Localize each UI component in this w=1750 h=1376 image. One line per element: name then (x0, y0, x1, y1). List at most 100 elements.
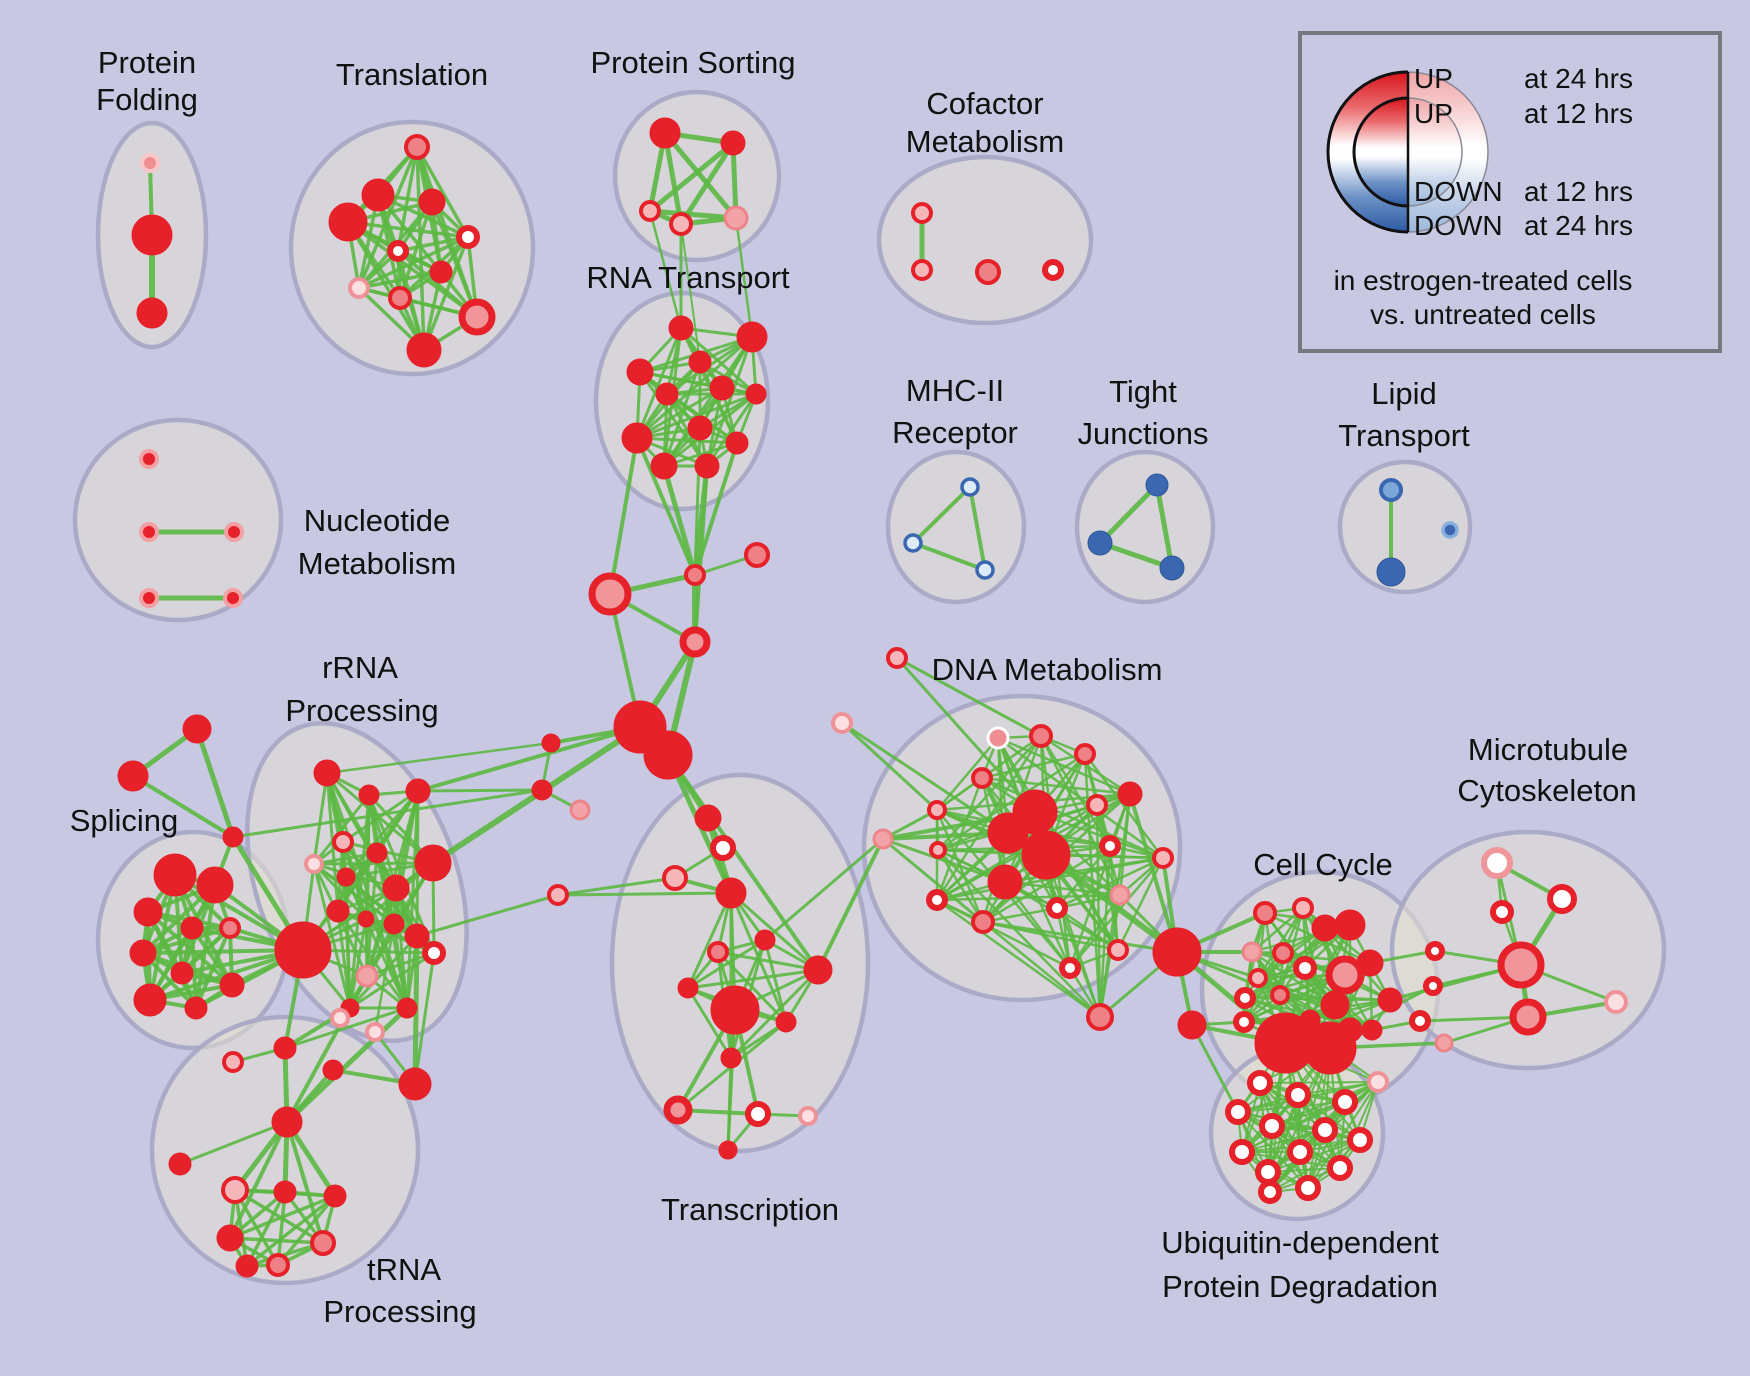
edge-t1-t8 (357, 145, 419, 290)
node-tri (168, 1152, 192, 1176)
edge-r1-r5 (312, 771, 329, 866)
node-rt11 (650, 452, 678, 480)
node-r6 (366, 842, 388, 864)
edge-tx6-tx10 (716, 950, 788, 1024)
edge-d15-d22 (935, 898, 1102, 1019)
edge-d12-d21 (1068, 792, 1132, 970)
node-cc11 (1234, 987, 1256, 1009)
node-c3 (744, 542, 770, 568)
node-cc18 (1377, 987, 1403, 1013)
edge-t5-t11 (422, 235, 470, 352)
node-th2 (273, 1180, 297, 1204)
node-m4 (1425, 941, 1445, 961)
node-cc6 (1272, 942, 1294, 964)
edge-t7-t8 (357, 270, 443, 290)
node-u5 (1259, 1113, 1285, 1139)
edge-ps2-ps3 (647, 140, 736, 214)
node-rt6 (655, 382, 679, 406)
node-t6 (387, 240, 409, 262)
node-tx11 (720, 1047, 742, 1069)
cluster-label-lipid-transport-0: Lipid (1371, 376, 1437, 411)
node-d15 (926, 889, 948, 911)
legend: UP at 24 hrs UP at 12 hrs DOWN at 12 hrs DOWN a… (1298, 31, 1722, 353)
node-s10 (219, 972, 245, 998)
edge-u7-u13 (1269, 1139, 1361, 1193)
edge-d15-d21 (935, 898, 1072, 970)
edge-t3-t10 (430, 200, 479, 319)
node-tx15 (718, 1140, 738, 1160)
cluster-ellipse-mhc-ii-receptor (885, 449, 1027, 605)
edge-r10-r17 (336, 909, 352, 1010)
legend-time-0: at 24 hrs (1524, 63, 1633, 94)
node-w3 (569, 799, 591, 821)
node-cc3 (1311, 914, 1339, 942)
node-w2 (531, 779, 553, 801)
edge-cc2-cc5 (1250, 906, 1305, 954)
node-c1 (588, 572, 632, 616)
node-nm5 (223, 588, 243, 608)
node-trh (271, 1106, 303, 1138)
legend-direction-3: DOWN (1414, 210, 1503, 241)
node-tx5 (754, 929, 776, 951)
node-t7 (429, 260, 453, 284)
edge-trh-r16 (284, 1005, 410, 1125)
edge-th4-th5 (228, 1236, 325, 1245)
node-tj3 (1159, 555, 1185, 581)
edge-ps2-ps5 (730, 140, 739, 221)
cluster-label-transcription-0: Transcription (661, 1192, 839, 1227)
node-rb5 (330, 1008, 350, 1028)
node-r14 (422, 941, 446, 965)
cluster-label-mhc-ii-receptor-1: Receptor (892, 415, 1018, 450)
edge-d12-B1 (1128, 792, 1179, 954)
node-d3 (1074, 743, 1096, 765)
cluster-label-microtubule-cytoskeleton-1: Cytoskeleton (1457, 773, 1636, 808)
node-d6 (872, 828, 894, 850)
node-u1 (1247, 1070, 1273, 1096)
node-rb2 (222, 1051, 244, 1073)
edge-th2-th6 (245, 1190, 287, 1268)
cluster-label-tight-junctions-1: Junctions (1078, 416, 1209, 451)
node-u7 (1347, 1127, 1373, 1153)
node-t5 (456, 225, 480, 249)
node-tx13 (745, 1101, 771, 1127)
edge-rb6-r12 (373, 922, 396, 1034)
edge-d19-d20 (1095, 803, 1120, 952)
node-tx3 (662, 865, 688, 891)
edge-th5-th6 (245, 1241, 325, 1268)
node-rb6 (365, 1022, 385, 1042)
cluster-label-ubiquitin-degradation-0: Ubiquitin-dependent (1161, 1225, 1439, 1260)
node-r2 (358, 784, 380, 806)
node-d17 (1046, 897, 1068, 919)
edge-tx11-tx15 (726, 1056, 733, 1152)
node-u12 (1295, 1175, 1321, 1201)
node-rt7 (745, 383, 767, 405)
edge-d17-d20 (1055, 906, 1120, 952)
edge-txL-tx4 (556, 891, 733, 897)
node-cm1 (911, 202, 933, 224)
node-w1 (541, 733, 561, 753)
node-spc (222, 826, 244, 848)
edge-th3-th4 (228, 1194, 337, 1240)
node-r4 (332, 831, 354, 853)
node-r7 (336, 867, 356, 887)
node-d22 (1086, 1003, 1114, 1031)
node-m5 (1423, 976, 1443, 996)
node-cc7 (1293, 956, 1317, 980)
edge-th2-th7 (276, 1190, 287, 1267)
edge-d10-B1 (1043, 852, 1180, 955)
cluster-label-mhc-ii-receptor-0: MHC-II (906, 373, 1004, 408)
node-pf2 (131, 214, 173, 256)
node-tx12 (663, 1095, 693, 1125)
edge-t1-t5 (415, 145, 470, 239)
node-r9 (382, 874, 410, 902)
edge-d6-d16 (881, 837, 985, 924)
node-nm4 (139, 588, 159, 608)
edge-s5-s6 (141, 926, 232, 955)
node-r11 (357, 910, 375, 928)
edge-r5-r6 (312, 851, 379, 866)
edge-d13-d22 (1098, 844, 1112, 1019)
node-d1 (986, 726, 1010, 750)
node-tx7 (677, 977, 699, 999)
node-nm3 (224, 522, 244, 542)
